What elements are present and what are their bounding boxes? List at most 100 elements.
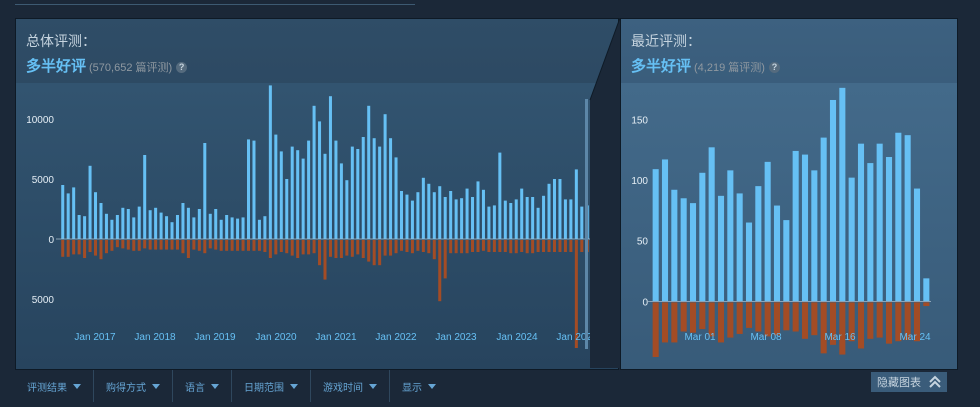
recent-chart[interactable]: 150 100 50 0 Mar 01 Mar 08 Mar 16 Mar 24 [621, 83, 957, 369]
negative-bar[interactable] [241, 240, 245, 251]
negative-bar[interactable] [498, 240, 502, 252]
negative-bar[interactable] [143, 240, 147, 249]
positive-bar[interactable] [421, 177, 425, 239]
positive-bar[interactable] [574, 169, 578, 239]
positive-bar[interactable] [175, 215, 179, 239]
negative-bar[interactable] [219, 240, 223, 251]
negative-bar[interactable] [279, 240, 283, 252]
negative-bar[interactable] [165, 240, 169, 250]
positive-bar[interactable] [225, 215, 229, 239]
negative-bar[interactable] [895, 302, 902, 342]
negative-bar[interactable] [394, 240, 398, 254]
positive-bar[interactable] [652, 169, 659, 302]
negative-bar[interactable] [175, 240, 179, 250]
positive-bar[interactable] [301, 158, 305, 239]
negative-bar[interactable] [717, 302, 725, 343]
positive-bar[interactable] [764, 161, 771, 302]
positive-bar[interactable] [99, 203, 103, 239]
negative-bar[interactable] [438, 240, 442, 302]
negative-bar[interactable] [110, 240, 114, 251]
overall-chart[interactable]: 10000 5000 0 5000 Jan 2017 Jan 2018 Jan 2019 Ja… [16, 83, 618, 369]
positive-bar[interactable] [443, 197, 447, 239]
positive-bar[interactable] [61, 185, 65, 239]
positive-bar[interactable] [680, 198, 687, 302]
negative-bar[interactable] [268, 240, 272, 258]
positive-bar[interactable] [383, 114, 387, 239]
positive-bar[interactable] [361, 137, 365, 239]
positive-bar[interactable] [121, 207, 125, 239]
positive-bar[interactable] [410, 200, 414, 239]
negative-bar[interactable] [61, 240, 65, 257]
positive-bar[interactable] [312, 105, 316, 239]
negative-bar[interactable] [230, 240, 234, 251]
positive-bar[interactable] [110, 219, 114, 239]
negative-bar[interactable] [432, 240, 436, 260]
negative-bar[interactable] [727, 302, 734, 338]
positive-bar[interactable] [416, 192, 420, 239]
positive-bar[interactable] [345, 180, 349, 239]
positive-bar[interactable] [186, 207, 190, 239]
positive-bar[interactable] [520, 188, 524, 239]
negative-bar[interactable] [197, 240, 201, 251]
positive-bar[interactable] [531, 197, 535, 239]
filter-purchase-type[interactable]: 购得方式 [94, 370, 173, 402]
positive-bar[interactable] [285, 179, 289, 239]
negative-bar[interactable] [661, 302, 669, 343]
positive-bar[interactable] [263, 216, 267, 239]
negative-bar[interactable] [72, 240, 76, 255]
positive-bar[interactable] [394, 157, 398, 239]
positive-bar[interactable] [438, 186, 442, 239]
positive-bar[interactable] [94, 192, 98, 239]
negative-bar[interactable] [876, 302, 883, 338]
negative-bar[interactable] [689, 302, 697, 333]
negative-bar[interactable] [481, 240, 485, 251]
positive-bar[interactable] [783, 220, 790, 302]
positive-bar[interactable] [569, 199, 573, 239]
positive-bar[interactable] [148, 210, 152, 239]
positive-bar[interactable] [661, 159, 669, 302]
negative-bar[interactable] [225, 240, 229, 251]
positive-bar[interactable] [904, 135, 911, 302]
negative-bar[interactable] [520, 240, 524, 252]
filter-date-range[interactable]: 日期范围 [232, 370, 311, 402]
positive-bar[interactable] [132, 217, 136, 239]
negative-bar[interactable] [923, 302, 930, 307]
positive-bar[interactable] [552, 179, 556, 239]
negative-bar[interactable] [339, 240, 343, 258]
positive-bar[interactable] [72, 187, 76, 239]
positive-bar[interactable] [290, 146, 294, 239]
positive-bar[interactable] [547, 183, 551, 239]
positive-bar[interactable] [165, 216, 169, 239]
negative-bar[interactable] [383, 240, 387, 256]
negative-bar[interactable] [361, 240, 365, 258]
negative-bar[interactable] [345, 240, 349, 256]
positive-bar[interactable] [197, 209, 201, 239]
negative-bar[interactable] [848, 302, 855, 342]
negative-bar[interactable] [792, 302, 799, 332]
negative-bar[interactable] [132, 240, 136, 251]
negative-bar[interactable] [449, 240, 453, 254]
positive-bar[interactable] [104, 213, 108, 239]
negative-bar[interactable] [811, 302, 818, 336]
positive-bar[interactable] [736, 193, 743, 302]
negative-bar[interactable] [913, 302, 921, 342]
positive-bar[interactable] [885, 157, 893, 302]
positive-bar[interactable] [214, 209, 218, 239]
negative-bar[interactable] [318, 240, 322, 266]
negative-bar[interactable] [558, 240, 562, 252]
positive-bar[interactable] [339, 163, 343, 239]
negative-bar[interactable] [192, 240, 196, 250]
negative-bar[interactable] [487, 240, 491, 252]
negative-bar[interactable] [736, 302, 743, 334]
negative-bar[interactable] [367, 240, 371, 262]
positive-bar[interactable] [876, 143, 883, 302]
positive-bar[interactable] [820, 137, 827, 302]
positive-bar[interactable] [509, 203, 513, 239]
positive-bar[interactable] [203, 143, 207, 239]
positive-bar[interactable] [181, 203, 185, 239]
negative-bar[interactable] [186, 240, 190, 258]
positive-bar[interactable] [449, 191, 453, 239]
negative-bar[interactable] [574, 240, 578, 348]
negative-bar[interactable] [569, 240, 573, 252]
positive-bar[interactable] [399, 191, 403, 239]
